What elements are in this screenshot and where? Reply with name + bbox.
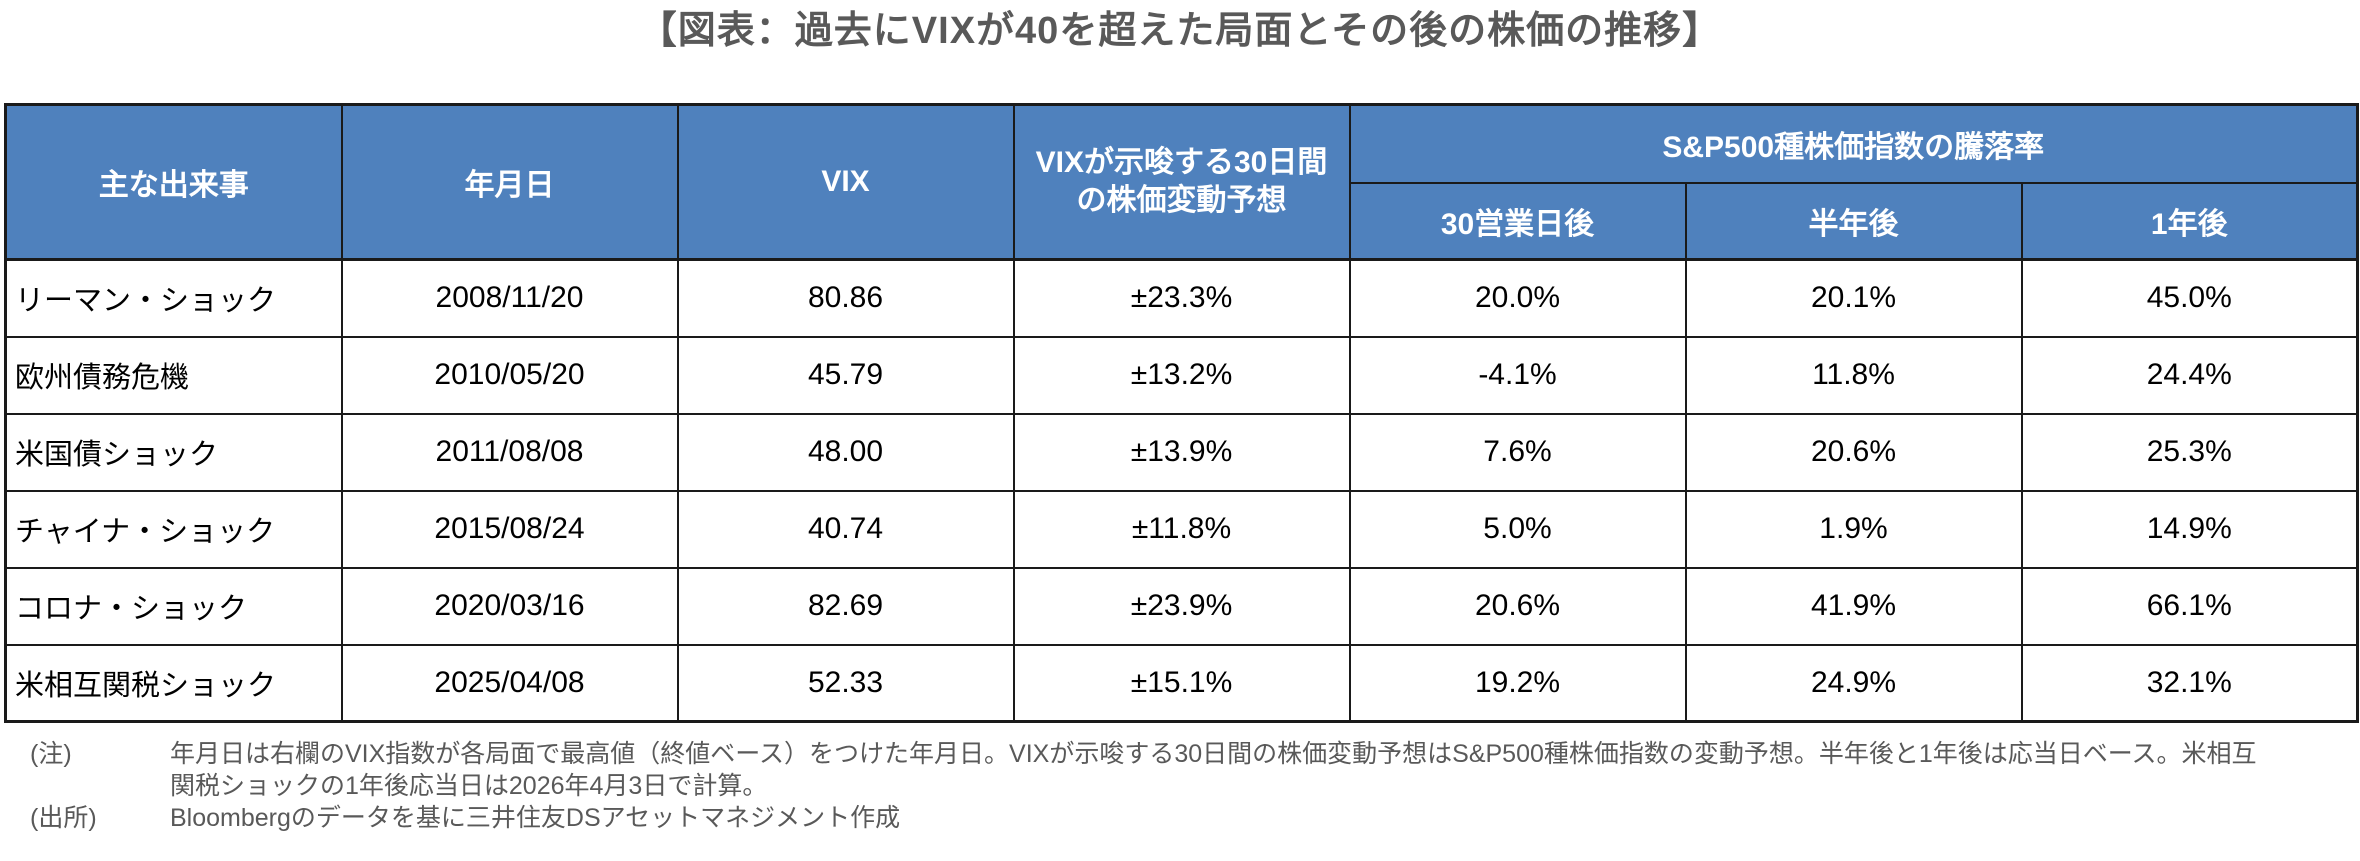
cell-event: リーマン・ショック <box>4 258 343 338</box>
cell-event: 米国債ショック <box>4 412 343 492</box>
cell-event: 米相互関税ショック <box>4 643 343 723</box>
cell-30-business-days: 19.2% <box>1348 643 1687 723</box>
cell-implied-move: ±13.2% <box>1012 335 1351 415</box>
cell-half-year: 41.9% <box>1684 566 2023 646</box>
col-header-implied-move: VIXが示唆する30日間 の株価変動予想 <box>1012 103 1351 261</box>
cell-event: コロナ・ショック <box>4 566 343 646</box>
cell-implied-move: ±23.9% <box>1012 566 1351 646</box>
table-row: 欧州債務危機 2010/05/20 45.79 ±13.2% -4.1% 11.… <box>4 335 2359 415</box>
col-header-30-business-days: 30営業日後 <box>1348 181 1687 261</box>
cell-half-year: 20.1% <box>1684 258 2023 338</box>
cell-date: 2008/11/20 <box>340 258 679 338</box>
table-row: コロナ・ショック 2020/03/16 82.69 ±23.9% 20.6% 4… <box>4 566 2359 646</box>
vix-events-table: 主な出来事 年月日 VIX VIXが示唆する30日間 の株価変動予想 S&P50… <box>4 103 2360 723</box>
cell-vix: 40.74 <box>676 489 1015 569</box>
page-title: 【図表：過去にVIXが40を超えた局面とその後の株価の推移】 <box>638 10 1722 52</box>
cell-one-year: 25.3% <box>2020 412 2359 492</box>
col-header-event: 主な出来事 <box>4 103 343 261</box>
note-row: (注) 年月日は右欄のVIX指数が各局面で最高値（終値ベース）をつけた年月日。V… <box>30 738 2360 802</box>
source-row: (出所) Bloombergのデータを基に三井住友DSアセットマネジメント作成 <box>30 802 2360 834</box>
cell-half-year: 11.8% <box>1684 335 2023 415</box>
cell-date: 2025/04/08 <box>340 643 679 723</box>
cell-vix: 82.69 <box>676 566 1015 646</box>
cell-30-business-days: 20.6% <box>1348 566 1687 646</box>
cell-one-year: 14.9% <box>2020 489 2359 569</box>
table-row: チャイナ・ショック 2015/08/24 40.74 ±11.8% 5.0% 1… <box>4 489 2359 569</box>
cell-event: 欧州債務危機 <box>4 335 343 415</box>
cell-vix: 80.86 <box>676 258 1015 338</box>
cell-30-business-days: 7.6% <box>1348 412 1687 492</box>
cell-date: 2015/08/24 <box>340 489 679 569</box>
cell-one-year: 24.4% <box>2020 335 2359 415</box>
cell-date: 2011/08/08 <box>340 412 679 492</box>
cell-30-business-days: 20.0% <box>1348 258 1687 338</box>
cell-half-year: 20.6% <box>1684 412 2023 492</box>
table-body: リーマン・ショック 2008/11/20 80.86 ±23.3% 20.0% … <box>4 258 2359 723</box>
cell-date: 2020/03/16 <box>340 566 679 646</box>
footnotes: (注) 年月日は右欄のVIX指数が各局面で最高値（終値ベース）をつけた年月日。V… <box>30 738 2360 834</box>
cell-vix: 52.33 <box>676 643 1015 723</box>
table-row: 米相互関税ショック 2025/04/08 52.33 ±15.1% 19.2% … <box>4 643 2359 723</box>
table-header: 主な出来事 年月日 VIX VIXが示唆する30日間 の株価変動予想 S&P50… <box>4 103 2359 261</box>
col-header-half-year: 半年後 <box>1684 181 2023 261</box>
source-text: Bloombergのデータを基に三井住友DSアセットマネジメント作成 <box>170 804 901 832</box>
cell-vix: 48.00 <box>676 412 1015 492</box>
table-row: 米国債ショック 2011/08/08 48.00 ±13.9% 7.6% 20.… <box>4 412 2359 492</box>
cell-implied-move: ±15.1% <box>1012 643 1351 723</box>
cell-one-year: 66.1% <box>2020 566 2359 646</box>
cell-event: チャイナ・ショック <box>4 489 343 569</box>
table-row: リーマン・ショック 2008/11/20 80.86 ±23.3% 20.0% … <box>4 258 2359 338</box>
cell-30-business-days: -4.1% <box>1348 335 1687 415</box>
cell-implied-move: ±11.8% <box>1012 489 1351 569</box>
source-label: (出所) <box>30 804 97 832</box>
cell-half-year: 1.9% <box>1684 489 2023 569</box>
col-header-date: 年月日 <box>340 103 679 261</box>
note-label: (注) <box>30 740 72 768</box>
cell-30-business-days: 5.0% <box>1348 489 1687 569</box>
cell-one-year: 45.0% <box>2020 258 2359 338</box>
cell-one-year: 32.1% <box>2020 643 2359 723</box>
cell-implied-move: ±23.3% <box>1012 258 1351 338</box>
cell-implied-move: ±13.9% <box>1012 412 1351 492</box>
col-header-sp500-group: S&P500種株価指数の騰落率 <box>1348 103 2359 184</box>
cell-vix: 45.79 <box>676 335 1015 415</box>
note-text: 年月日は右欄のVIX指数が各局面で最高値（終値ベース）をつけた年月日。VIXが示… <box>170 740 2257 800</box>
col-header-one-year: 1年後 <box>2020 181 2359 261</box>
cell-half-year: 24.9% <box>1684 643 2023 723</box>
col-header-vix: VIX <box>676 103 1015 261</box>
cell-date: 2010/05/20 <box>340 335 679 415</box>
